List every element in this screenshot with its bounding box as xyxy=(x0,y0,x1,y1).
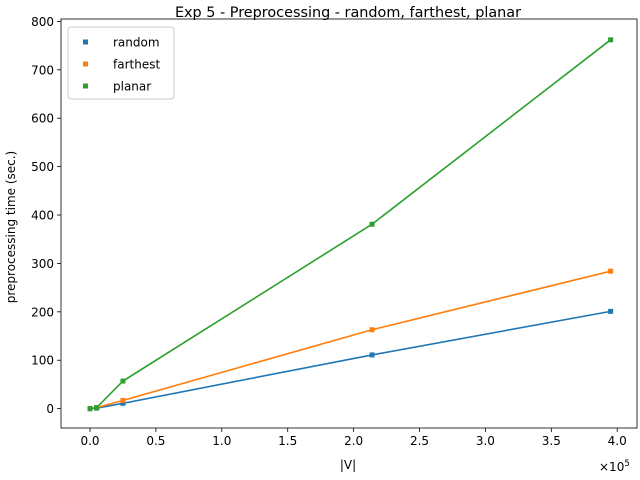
data-point-farthest xyxy=(120,397,126,403)
data-point-random xyxy=(608,308,614,314)
x-axis-label: |V| xyxy=(340,458,356,472)
data-point-planar xyxy=(87,406,93,412)
y-tick-label: 200 xyxy=(31,305,54,319)
data-point-random xyxy=(369,352,375,358)
x-tick-label: 0.5 xyxy=(146,434,165,448)
y-tick-label: 700 xyxy=(31,63,54,77)
chart-title: Exp 5 - Preprocessing - random, farthest… xyxy=(175,5,521,21)
y-tick-label: 800 xyxy=(31,15,54,29)
plot-lines xyxy=(87,37,614,412)
x-tick-label: 0.0 xyxy=(80,434,99,448)
y-axis: 0 100 200 300 400 500 600 700 800 xyxy=(31,15,61,416)
x-tick-label: 2.0 xyxy=(344,434,363,448)
legend-marker-farthest xyxy=(83,61,88,67)
data-point-random xyxy=(120,400,126,406)
series-line-farthest xyxy=(89,270,611,410)
x-tick-label: 4.0 xyxy=(608,434,627,448)
legend-marker-planar xyxy=(83,83,88,89)
series-line-random xyxy=(89,310,611,410)
x-tick-label: 2.5 xyxy=(410,434,429,448)
data-point-planar xyxy=(608,37,614,43)
x-axis-offset-label: ×105 xyxy=(599,459,630,474)
data-point-planar xyxy=(94,405,100,411)
legend-box xyxy=(67,26,175,100)
y-tick-label: 600 xyxy=(31,112,54,126)
x-tick-label: 3.0 xyxy=(476,434,495,448)
legend-marker-random xyxy=(83,39,88,45)
y-tick-label: 100 xyxy=(31,354,54,368)
x-offset-exponent: 5 xyxy=(624,459,629,469)
data-point-planar xyxy=(120,378,126,384)
legend-label-planar: planar xyxy=(113,80,151,94)
x-axis: 0.0 0.5 1.0 1.5 2.0 2.5 3.0 3.5 4.0 xyxy=(80,428,627,448)
data-point-farthest xyxy=(608,268,614,274)
y-tick-label: 500 xyxy=(31,160,54,174)
data-point-planar xyxy=(369,221,375,227)
y-tick-label: 300 xyxy=(31,257,54,271)
y-axis-label: preprocessing time (sec.) xyxy=(4,151,18,304)
legend-label-farthest: farthest xyxy=(113,58,160,72)
x-tick-label: 1.5 xyxy=(278,434,297,448)
x-tick-label: 1.0 xyxy=(212,434,231,448)
x-offset-base: ×10 xyxy=(599,460,624,474)
plot-frame xyxy=(60,18,638,429)
y-tick-label: 0 xyxy=(46,402,54,416)
y-tick-label: 400 xyxy=(31,209,54,223)
legend-label-random: random xyxy=(113,36,160,50)
data-point-farthest xyxy=(369,327,375,333)
legend: random farthest planar xyxy=(67,26,175,100)
x-tick-label: 3.5 xyxy=(542,434,561,448)
